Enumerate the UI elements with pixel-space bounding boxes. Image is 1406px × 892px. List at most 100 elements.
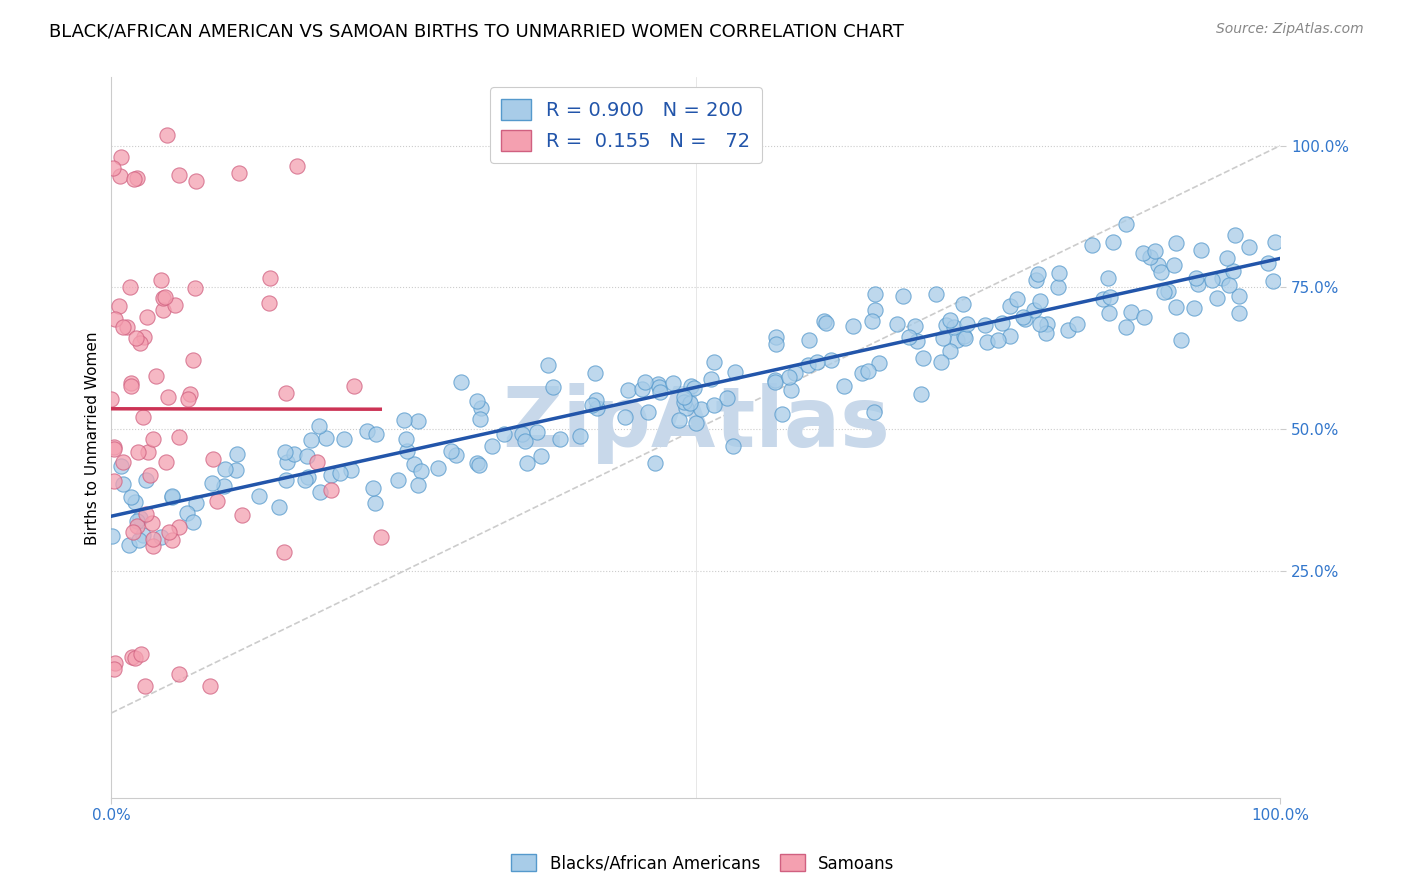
- Point: [167, 667, 190, 681]
- Point: [283, 447, 305, 461]
- Point: [1201, 273, 1223, 287]
- Point: [648, 385, 671, 400]
- Point: [814, 316, 837, 330]
- Point: [156, 128, 179, 142]
- Point: [308, 419, 330, 434]
- Point: [259, 271, 281, 285]
- Point: [129, 511, 152, 525]
- Point: [184, 174, 207, 188]
- Point: [287, 159, 309, 173]
- Point: [273, 545, 295, 559]
- Point: [110, 169, 132, 183]
- Point: [465, 394, 488, 409]
- Point: [851, 366, 873, 380]
- Point: [925, 287, 948, 301]
- Point: [1029, 294, 1052, 309]
- Point: [1036, 318, 1059, 332]
- Point: [184, 281, 207, 295]
- Point: [134, 679, 156, 693]
- Point: [1115, 217, 1137, 231]
- Point: [332, 432, 354, 446]
- Point: [1026, 267, 1049, 281]
- Point: [121, 649, 143, 664]
- Point: [150, 530, 173, 544]
- Point: [1132, 246, 1154, 260]
- Point: [111, 455, 134, 469]
- Point: [1216, 251, 1239, 265]
- Y-axis label: Births to Unmarried Women: Births to Unmarried Women: [86, 331, 100, 544]
- Point: [297, 470, 319, 484]
- Point: [1047, 280, 1070, 294]
- Point: [1150, 265, 1173, 279]
- Point: [124, 494, 146, 508]
- Point: [1011, 310, 1033, 325]
- Point: [308, 484, 330, 499]
- Point: [806, 355, 828, 369]
- Point: [103, 442, 125, 457]
- Point: [110, 458, 132, 473]
- Point: [1005, 292, 1028, 306]
- Point: [513, 434, 536, 449]
- Point: [125, 515, 148, 529]
- Point: [763, 375, 786, 389]
- Point: [946, 334, 969, 348]
- Point: [765, 329, 787, 343]
- Point: [118, 280, 141, 294]
- Point: [162, 489, 184, 503]
- Point: [276, 473, 298, 487]
- Text: BLACK/AFRICAN AMERICAN VS SAMOAN BIRTHS TO UNMARRIED WOMEN CORRELATION CHART: BLACK/AFRICAN AMERICAN VS SAMOAN BIRTHS …: [49, 22, 904, 40]
- Point: [135, 473, 157, 487]
- Legend: R = 0.900   N = 200, R =  0.155   N =   72: R = 0.900 N = 200, R = 0.155 N = 72: [489, 87, 762, 162]
- Point: [127, 445, 149, 459]
- Point: [1097, 271, 1119, 285]
- Point: [370, 529, 392, 543]
- Point: [1163, 258, 1185, 272]
- Point: [886, 317, 908, 331]
- Point: [103, 441, 125, 455]
- Point: [125, 519, 148, 533]
- Text: Source: ZipAtlas.com: Source: ZipAtlas.com: [1216, 22, 1364, 37]
- Point: [1092, 292, 1115, 306]
- Point: [689, 401, 711, 416]
- Point: [274, 445, 297, 459]
- Point: [294, 473, 316, 487]
- Point: [176, 506, 198, 520]
- Point: [834, 378, 856, 392]
- Point: [139, 468, 162, 483]
- Point: [931, 331, 953, 345]
- Point: [392, 413, 415, 427]
- Point: [295, 450, 318, 464]
- Point: [315, 431, 337, 445]
- Point: [142, 539, 165, 553]
- Point: [103, 662, 125, 676]
- Point: [339, 463, 361, 477]
- Point: [157, 390, 180, 404]
- Point: [141, 516, 163, 530]
- Point: [1164, 300, 1187, 314]
- Point: [356, 424, 378, 438]
- Point: [1218, 278, 1240, 293]
- Point: [132, 410, 155, 425]
- Point: [863, 286, 886, 301]
- Point: [785, 366, 807, 380]
- Point: [276, 455, 298, 469]
- Point: [100, 392, 122, 406]
- Point: [865, 302, 887, 317]
- Point: [1211, 270, 1233, 285]
- Point: [929, 355, 952, 369]
- Point: [307, 455, 329, 469]
- Point: [329, 466, 352, 480]
- Point: [721, 439, 744, 453]
- Point: [319, 467, 342, 482]
- Point: [450, 376, 472, 390]
- Point: [136, 310, 159, 324]
- Point: [132, 528, 155, 542]
- Point: [679, 395, 702, 409]
- Point: [225, 463, 247, 477]
- Point: [778, 370, 800, 384]
- Point: [135, 507, 157, 521]
- Point: [1237, 240, 1260, 254]
- Point: [276, 385, 298, 400]
- Point: [112, 477, 135, 491]
- Point: [132, 330, 155, 344]
